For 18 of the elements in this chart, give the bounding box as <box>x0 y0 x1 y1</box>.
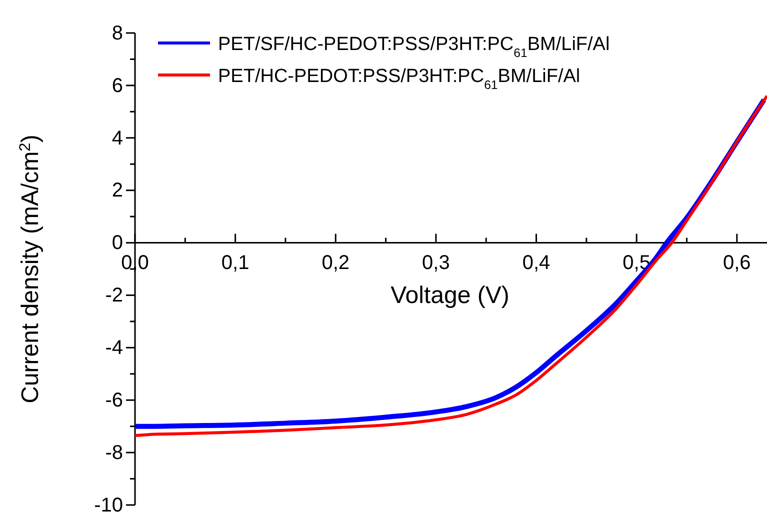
y-tick-label: -10 <box>94 494 123 516</box>
x-tick-label: 0,2 <box>322 252 350 274</box>
y-tick-label: -8 <box>105 442 123 464</box>
y-tick-label: 8 <box>112 22 123 44</box>
x-tick-label: 0,3 <box>422 252 450 274</box>
y-tick-label: -6 <box>105 390 123 412</box>
y-tick-label: 2 <box>112 180 123 202</box>
x-tick-label: 0,4 <box>522 252 550 274</box>
y-tick-label: 6 <box>112 74 123 97</box>
y-tick-label: -2 <box>105 284 123 307</box>
y-tick-label: -4 <box>105 337 123 360</box>
x-tick-label: 0,6 <box>723 252 751 274</box>
y-tick-label: 4 <box>112 127 123 150</box>
y-tick-label: 0 <box>112 232 123 254</box>
x-tick-label: 0,1 <box>221 252 250 274</box>
legend-label: PET/HC-PEDOT:PSS/P3HT:PC$_{61}$BM/LiF/Al <box>218 66 580 92</box>
x-axis-title: Voltage (V) <box>390 282 510 309</box>
legend-label: PET/SF/HC-PEDOT:PSS/P3HT:PC$_{61}$BM/LiF/Al <box>218 34 610 60</box>
